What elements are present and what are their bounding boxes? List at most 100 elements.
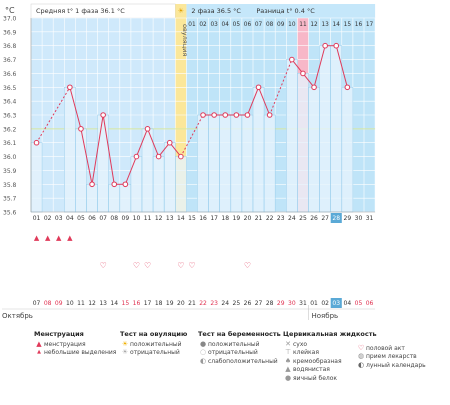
watery-icon: ▲: [285, 365, 291, 374]
temp-line-segment: [291, 59, 304, 74]
calendar-date-label: 02: [321, 300, 329, 307]
phase2-day-label: 06: [244, 22, 252, 28]
temp-point: [144, 126, 151, 132]
legend-menstruation: Менструация ▲ менструация ▲ небольшие выде…: [34, 330, 116, 357]
cycle-day-label: 26: [310, 215, 318, 222]
legend-cervical-fluid-title: Цервикальная жидкость: [283, 330, 377, 338]
legend-pregnancy-test: Тест на беременность ● положительный ○ отр…: [198, 330, 281, 366]
temp-bar: [330, 45, 343, 213]
sun-gray-icon: ☀: [121, 348, 129, 357]
legend-item: клейкая: [293, 349, 319, 357]
temp-line-segment: [147, 128, 160, 157]
y-tick-label: 35.8: [3, 182, 17, 189]
temp-point: [33, 139, 40, 146]
circle-half-icon: ◐: [199, 356, 207, 365]
phase2-day-label: 02: [199, 22, 207, 28]
cycle-day-label: 22: [266, 215, 274, 222]
calendar-date-label: 10: [66, 300, 74, 307]
phase2-day-label: 04: [222, 22, 230, 28]
temp-line-segment: [169, 142, 182, 157]
temp-line-segment: [302, 73, 315, 88]
temp-bar: [252, 86, 265, 213]
calendar-date-label: 30: [288, 300, 296, 307]
phase2-day-label: 14: [333, 22, 341, 28]
legend-item: положительный: [208, 340, 260, 348]
pill-icon: ◍: [357, 352, 365, 361]
temp-bar: [285, 59, 298, 213]
cycle-day-label: 05: [77, 215, 85, 222]
legend-item: отрицательный: [130, 349, 180, 357]
temp-bar: [297, 73, 309, 213]
calendar-date-label: 29: [277, 300, 285, 307]
phase2-day-label: 03: [210, 22, 218, 28]
cycle-day-label: 14: [177, 215, 185, 222]
temp-point: [166, 139, 173, 146]
temp-point: [111, 181, 118, 188]
temp-point: [78, 126, 84, 132]
temp-bar: [119, 183, 132, 213]
y-axis-label: °C: [5, 6, 15, 15]
legend-item: половой акт: [366, 344, 405, 352]
calendar-date-label: 05: [355, 300, 363, 307]
heart-icon: ♡: [144, 261, 151, 270]
calendar-date-label: 16: [133, 300, 141, 307]
today-date-marker: [330, 298, 342, 308]
heart-icon: ♡: [244, 261, 251, 270]
cycle-day-label: 12: [155, 215, 163, 222]
cycle-day-label: 03: [55, 215, 63, 222]
temp-line-segment: [91, 114, 104, 185]
circle-empty-icon: ○: [199, 348, 207, 357]
temperature-difference: Разница t° 0.4 °C: [256, 7, 315, 15]
temp-line-segment: [246, 87, 260, 116]
legend-pregnancy-test-title: Тест на беременность: [198, 330, 281, 338]
phase2-day-label: 10: [288, 22, 296, 28]
cycle-day-label: 07: [99, 215, 107, 222]
temp-point: [333, 42, 340, 49]
phase1-average: Средняя t° 1 фаза 36.1 °C: [36, 7, 125, 15]
temp-bar: [152, 156, 165, 213]
cycle-day-label: 06: [88, 215, 96, 222]
calendar-date-label: 09: [55, 300, 63, 307]
legend-other: ♡ половой акт ◍ прием лекарств ◐ лунный кал…: [356, 344, 426, 370]
y-tick-label: 36.5: [3, 85, 17, 92]
legend-item: отрицательный: [208, 349, 258, 357]
y-tick-label: 35.9: [3, 168, 17, 175]
calendar-date-label: 07: [33, 300, 41, 307]
phase2-day-label: 09: [277, 22, 285, 28]
calendar-date-label: 26: [244, 300, 252, 307]
cycle-day-label: 19: [233, 215, 241, 222]
cycle-day-label: 27: [321, 215, 329, 222]
legend-item: небольшие выделения: [44, 349, 117, 357]
cycle-day-label: 10: [133, 215, 141, 222]
sun-icon: ☀: [121, 339, 129, 348]
temp-line-segment: [313, 45, 326, 88]
legend-item: кремообразная: [293, 357, 342, 365]
temp-line-segment: [335, 45, 348, 88]
calendar-date-label: 28: [266, 300, 274, 307]
temp-point: [100, 112, 106, 118]
calendar-date-label: 13: [99, 300, 107, 307]
temp-point: [300, 70, 306, 77]
legend-item: яичный белок: [293, 374, 338, 382]
sticky-icon: ⊤: [284, 348, 292, 357]
ovulation-label: овуляция: [181, 24, 189, 56]
temp-bar: [163, 142, 176, 213]
temp-line-segment: [135, 128, 149, 157]
heart-icon: ♡: [188, 261, 195, 270]
temp-point: [122, 181, 129, 188]
cycle-day-label: 15: [188, 215, 196, 222]
calendar-date-label: 22: [199, 300, 207, 307]
cycle-day-label: 16: [199, 215, 207, 222]
calendar-date-label: 08: [44, 300, 52, 307]
temp-bar: [319, 45, 332, 213]
legend-item: положительный: [130, 340, 182, 348]
temp-line-segment: [102, 114, 115, 185]
temp-bar: [175, 156, 187, 213]
heart-icon: ♡: [357, 343, 365, 352]
y-tick-label: 36.7: [3, 57, 17, 64]
cycle-day-label: 09: [122, 215, 130, 222]
calendar-date-label: 21: [188, 300, 196, 307]
calendar-date-label: 20: [177, 300, 185, 307]
drop-icon: ▲: [34, 234, 40, 242]
drop-icon: ▲: [67, 234, 73, 242]
